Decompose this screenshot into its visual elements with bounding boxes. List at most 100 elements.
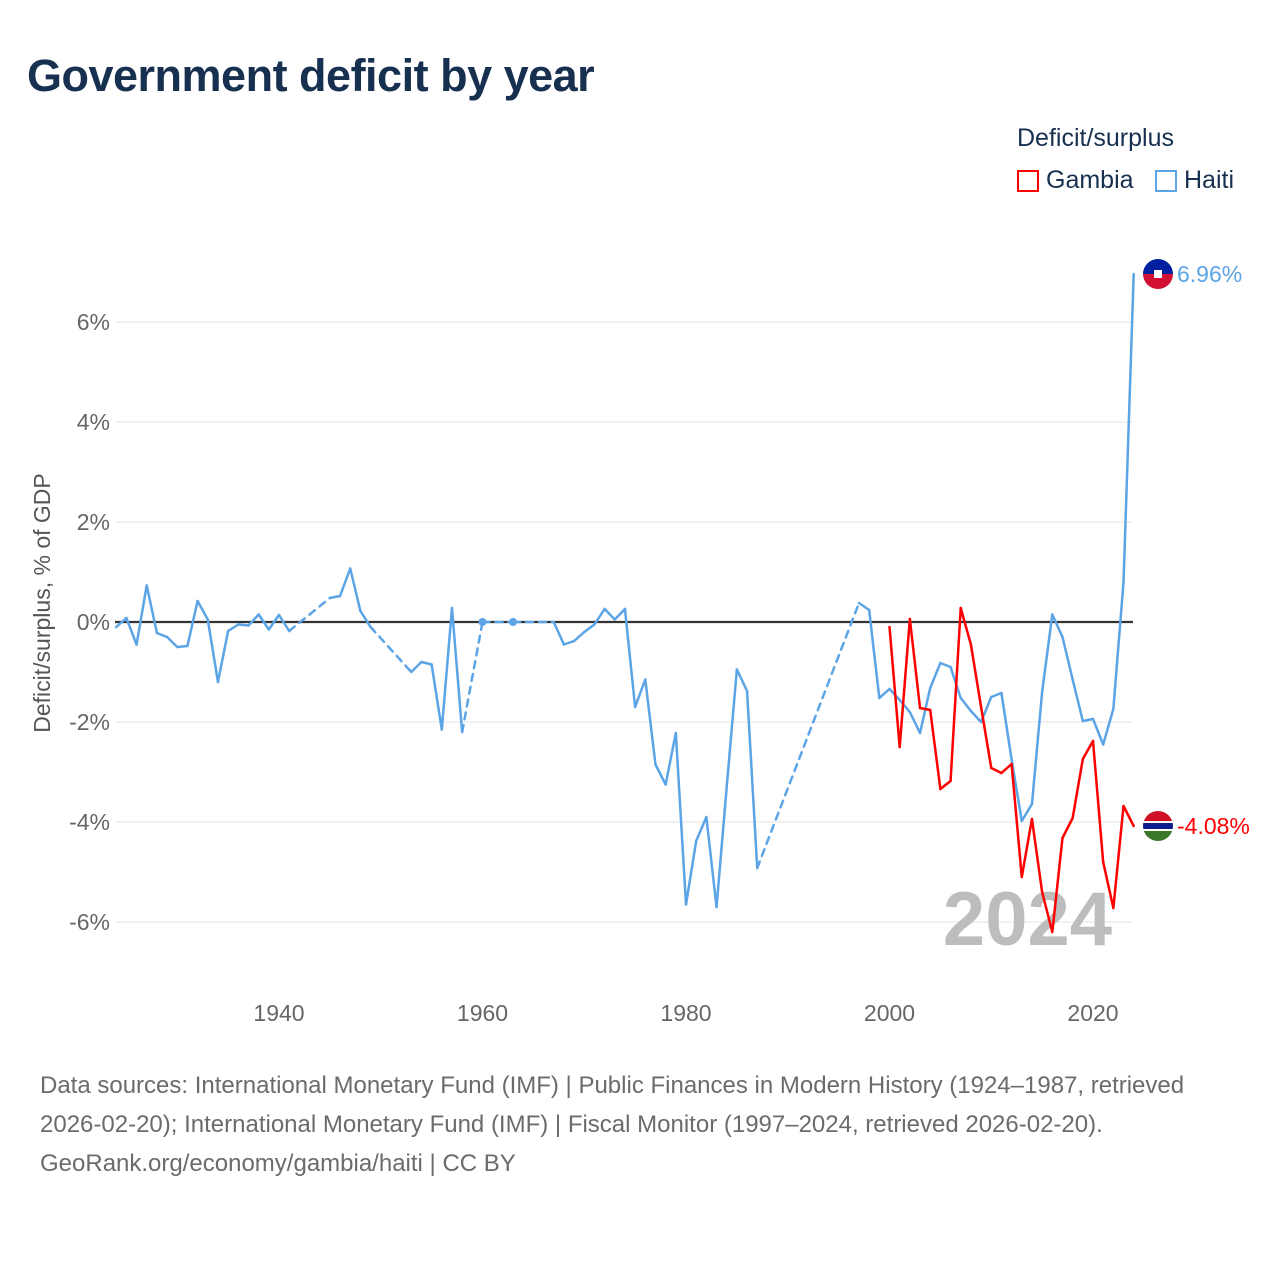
series-haiti-segment [135, 584, 148, 646]
series-haiti-segment [450, 606, 464, 734]
series-haiti-segment [1000, 691, 1013, 761]
series-gambia-segment [1030, 817, 1044, 894]
series-gambia-segment [990, 766, 1003, 775]
y-tick-label: -2% [69, 709, 110, 735]
series-haiti-segment [664, 731, 678, 786]
series-haiti-segment [196, 599, 210, 621]
y-axis-label: Deficit/surplus, % of GDP [29, 473, 55, 732]
series-haiti-segment [552, 620, 566, 646]
series-haiti-segment [125, 616, 138, 646]
series-haiti-segment [216, 629, 230, 684]
series-haiti-segment [593, 607, 606, 626]
series-haiti-segment [257, 613, 271, 631]
series-haiti-segment [1071, 678, 1085, 723]
series-haiti-segment [206, 618, 220, 684]
series-haiti-segment [684, 839, 698, 906]
series-haiti-segment [644, 678, 657, 766]
series-haiti-segment [583, 623, 596, 634]
x-tick-label: 1980 [660, 1000, 711, 1026]
series-haiti-segment [1081, 717, 1095, 723]
series-haiti-segment [114, 616, 128, 629]
series-haiti-segment [1061, 635, 1074, 681]
series-haiti-segment [247, 613, 260, 627]
series-haiti-segment [705, 815, 718, 909]
series-gambia-segment [1000, 762, 1013, 775]
series-gambia-segment [1061, 816, 1074, 840]
series-gambia-segment [1071, 757, 1085, 820]
series-haiti-segment [745, 689, 759, 870]
series-gambia-segment [939, 779, 952, 791]
series-haiti-segment [1091, 717, 1105, 746]
series-haiti-segment [898, 698, 912, 714]
legend-label-gambia: Gambia [1046, 166, 1134, 194]
series-gambia-segment [888, 625, 901, 749]
series-gambia-segment [1081, 739, 1095, 761]
series-haiti-segment [633, 678, 647, 709]
series-haiti-segment [1051, 613, 1064, 639]
series-gambia-segment [959, 606, 973, 646]
series-gambia-segment [918, 706, 932, 712]
series-haiti-segment [1030, 690, 1044, 806]
series-haiti-segment [237, 623, 250, 627]
series-gambia-segment [1040, 890, 1054, 934]
legend-item-gambia[interactable]: Gambia [1017, 166, 1134, 195]
chart-title: Government deficit by year [27, 50, 595, 101]
series-gambia-segment [1051, 836, 1064, 934]
series-haiti-segment [755, 601, 861, 870]
series-haiti-segment [725, 668, 739, 789]
data-sources: Data sources: International Monetary Fun… [40, 1072, 1185, 1138]
series-haiti-segment [918, 686, 932, 735]
series-haiti-segment [623, 607, 637, 709]
series-haiti-segment [562, 639, 576, 646]
series-gambia-segment [1112, 804, 1125, 910]
series-haiti-segment [572, 630, 586, 643]
series-haiti-segment [908, 710, 922, 735]
series-haiti-segment [857, 601, 871, 612]
series-haiti-segment [338, 567, 352, 598]
series-haiti-segment [328, 594, 342, 600]
series-gambia-segment [969, 643, 983, 709]
series-haiti-segment [186, 599, 199, 648]
series-gambia-segment [1101, 860, 1115, 910]
x-tick-label: 2020 [1067, 1000, 1118, 1026]
legend-item-haiti[interactable]: Haiti [1155, 166, 1234, 195]
series-haiti-segment [410, 660, 423, 674]
series-haiti-segment [155, 631, 169, 639]
series-haiti-point [509, 618, 518, 626]
series-haiti-segment [990, 691, 1003, 699]
series-haiti-segment [176, 644, 189, 649]
series-haiti-segment [867, 608, 881, 700]
y-tick-label: 6% [77, 309, 110, 335]
series-gambia-segment [908, 617, 922, 710]
footer: Data sources: International Monetary Fun… [40, 1066, 1240, 1183]
x-tick-label: 2000 [864, 1000, 915, 1026]
x-tick-label: 1960 [457, 1000, 508, 1026]
series-haiti-segment [674, 731, 688, 906]
series-haiti-segment [277, 613, 291, 633]
series-haiti-segment [440, 606, 454, 731]
series-haiti-segment [603, 607, 617, 621]
y-tick-label: -6% [69, 909, 110, 935]
series-haiti-segment [165, 635, 179, 649]
series-haiti-segment [735, 668, 749, 693]
series-haiti-segment [420, 660, 433, 666]
series-haiti-segment [613, 607, 627, 621]
series-haiti-segment [1020, 802, 1034, 823]
end-label-gambia: -4.08% [1177, 813, 1250, 839]
credit-link[interactable]: GeoRank.org/economy/gambia/haiti | CC BY [40, 1150, 516, 1177]
series-haiti-segment [939, 661, 952, 669]
series-haiti-segment [1040, 613, 1054, 694]
series-gambia-segment [1020, 817, 1034, 879]
series-haiti-segment [654, 763, 667, 786]
series-gambia-segment [1010, 762, 1024, 879]
series-haiti-segment [715, 785, 728, 909]
series-haiti-segment [959, 696, 973, 713]
series-gambia-segment [979, 705, 993, 770]
y-tick-label: 2% [77, 509, 110, 535]
series-haiti-segment [1101, 707, 1115, 746]
haiti-flag-icon [1143, 259, 1173, 289]
series-gambia-segment [949, 606, 962, 783]
legend-swatch-gambia [1017, 169, 1039, 192]
series-gambia-segment [898, 617, 912, 749]
legend-label-haiti: Haiti [1184, 166, 1235, 194]
